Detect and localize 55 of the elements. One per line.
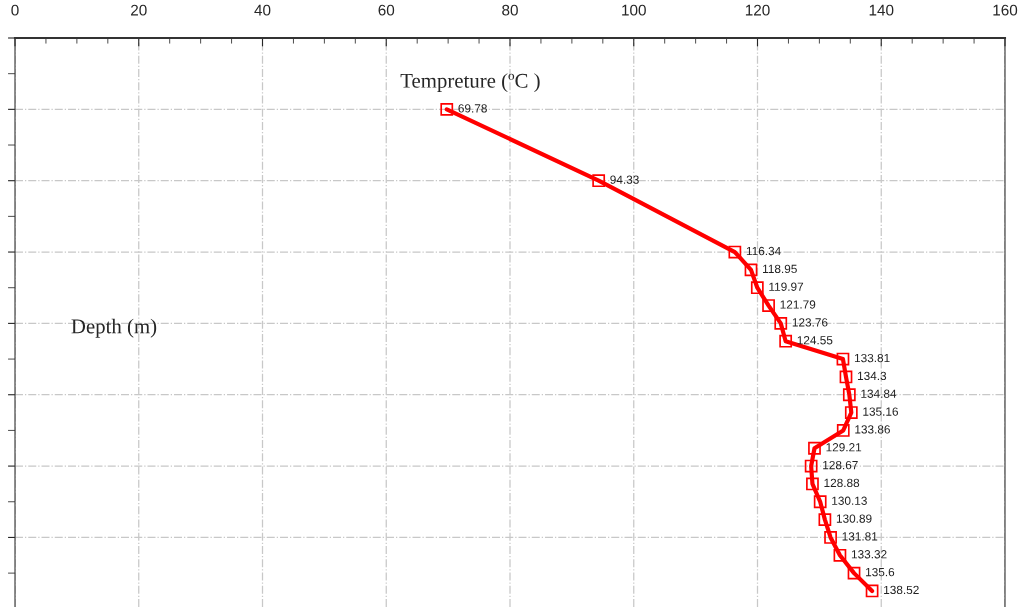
point [833,548,847,562]
x-tick-label: 100 [622,4,646,16]
point [744,263,758,277]
data-label: 128.67 [823,460,858,470]
point [842,388,856,402]
point [806,477,819,491]
point [824,531,837,544]
point [839,370,853,384]
data-label: 131.81 [842,532,878,541]
x-tick-label: 0 [11,4,19,16]
data-label: 69.78 [458,104,487,113]
data-label: 116.34 [746,246,781,256]
point [750,281,764,295]
data-label: 135.6 [866,567,895,577]
point [779,334,793,348]
point [847,566,861,580]
data-label: 119.97 [769,282,804,291]
x-tick-label: 140 [869,4,894,16]
point [808,441,821,455]
x-tick-label: 160 [993,4,1018,16]
x-tick-label: 20 [131,4,147,16]
data-label: 133.32 [851,550,887,559]
point [865,584,879,598]
data-label: 130.13 [832,496,867,505]
x-tick-label: 40 [254,4,271,16]
data-label: 118.95 [763,264,797,274]
data-label: 121.79 [780,300,816,309]
point [592,174,606,188]
x-tick-label: 80 [502,4,518,16]
point [818,513,832,526]
data-label: 129.21 [826,443,862,452]
data-label: 130.89 [836,514,872,523]
data-label: 134.84 [861,389,897,398]
data-label: 123.76 [792,318,828,327]
x-tick-label: 60 [378,4,395,16]
point [440,102,454,116]
data-label: 133.81 [854,353,890,363]
point [762,299,775,312]
x-tick-label: 120 [745,4,770,16]
y-axis-title: Depth (m) [71,318,157,338]
data-label: 138.52 [884,585,919,595]
data-label: 134.3 [857,371,887,381]
point [804,459,818,473]
x-axis-title: Tempreture (ºC ) [400,73,540,93]
data-label: 124.55 [797,336,833,345]
data-label: 133.86 [855,425,890,434]
point [813,495,827,509]
data-label: 135.16 [863,407,898,416]
point [844,406,858,419]
point [774,317,788,330]
point [836,424,850,437]
point [836,352,850,366]
point [728,245,742,259]
data-label: 94.33 [610,175,639,184]
data-label: 128.88 [824,478,860,488]
